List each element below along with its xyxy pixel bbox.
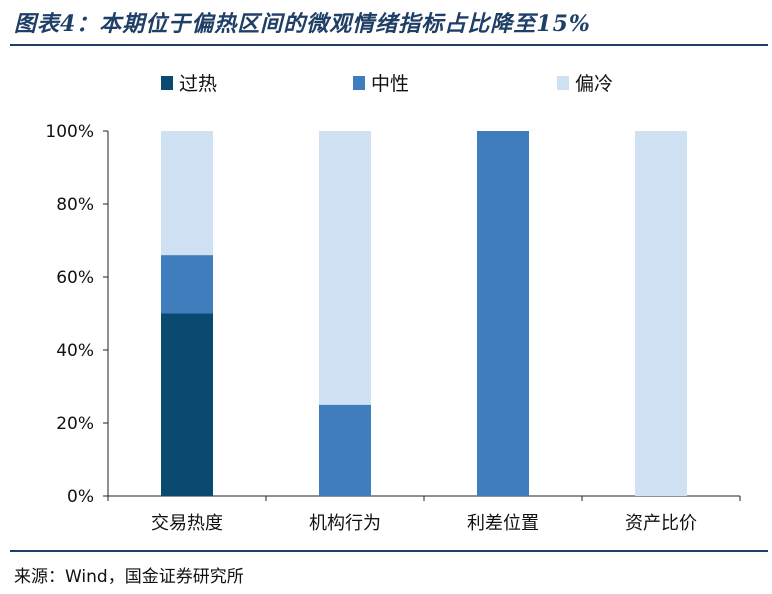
legend-swatch [557,76,569,90]
x-tick-label: 机构行为 [309,513,381,534]
legend-label: 偏冷 [575,73,613,95]
legend-swatch [353,76,365,90]
bar-segment [161,313,213,496]
y-tick-label: 60% [56,268,94,288]
x-tick-label: 资产比价 [625,513,697,534]
footer-rule [10,550,768,552]
legend-swatch [161,76,173,90]
y-tick-label: 40% [56,341,94,361]
title-rule [10,44,768,46]
bar-segment [161,131,213,256]
bar-segment [319,131,371,405]
x-tick-label: 交易热度 [151,513,223,534]
y-tick-label: 0% [67,487,94,507]
bar-segment [319,404,371,496]
legend-label: 中性 [371,73,409,95]
x-tick-label: 利差位置 [467,513,539,534]
y-tick-label: 100% [45,122,94,142]
bar-segment [635,131,687,496]
source-note: 来源：Wind，国金证券研究所 [14,567,244,587]
y-tick-label: 80% [56,195,94,215]
bar-segment [161,255,213,314]
stacked-bar-chart: 0% 20% 40% 60% 80% 100% 交易热度 机构行为 利差位置 资产比价 过热 中性 偏冷 [45,73,741,534]
bar-segment [477,131,529,496]
legend-label: 过热 [179,73,217,95]
chart-title: 图表4：本期位于偏热区间的微观情绪指标占比降至15% [14,11,591,37]
y-tick-label: 20% [56,414,94,434]
